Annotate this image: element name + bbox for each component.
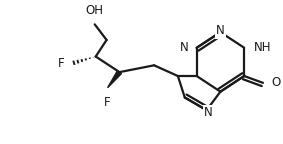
Text: F: F (57, 57, 64, 70)
Text: O: O (271, 76, 280, 89)
Text: N: N (216, 24, 225, 37)
Text: OH: OH (86, 4, 104, 17)
Text: NH: NH (254, 41, 272, 54)
Text: N: N (180, 41, 189, 54)
Text: F: F (104, 95, 111, 109)
Polygon shape (108, 71, 121, 88)
Text: N: N (204, 106, 213, 119)
